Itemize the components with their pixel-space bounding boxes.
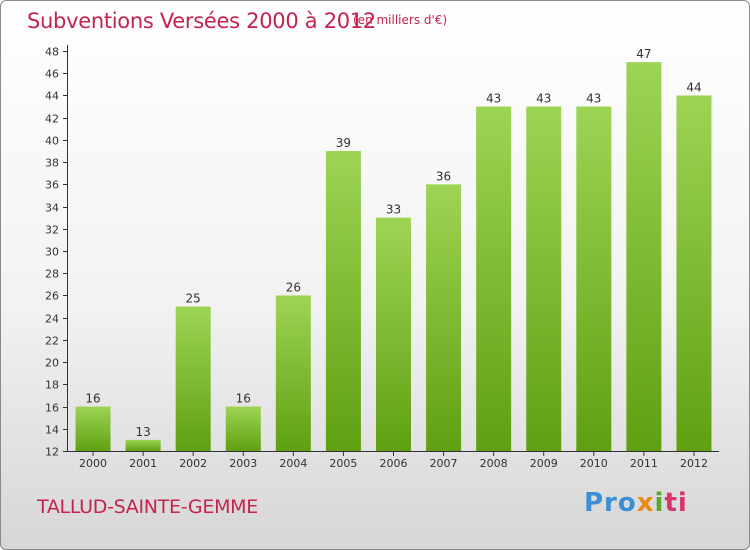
logo-part-1: Pro (584, 488, 637, 518)
data-label-2012: 44 (686, 80, 701, 94)
bar-2004 (275, 295, 311, 451)
x-tick-label-2008: 2008 (480, 457, 508, 470)
y-tick-label: 42 (45, 113, 59, 126)
bar-2005 (325, 151, 361, 451)
y-tick-label: 14 (45, 424, 59, 437)
proxiti-logo[interactable]: Proxiti (584, 488, 688, 518)
y-tick-label: 38 (45, 157, 59, 170)
x-tick-label-2003: 2003 (229, 457, 257, 470)
data-label-2008: 43 (486, 92, 501, 106)
commune-name: TALLUD-SAINTE-GEMME (37, 496, 258, 518)
data-label-2009: 43 (536, 92, 551, 106)
data-label-2002: 25 (186, 292, 201, 306)
bar-2012 (676, 95, 712, 451)
y-tick-label: 20 (45, 357, 59, 370)
bar-2008 (476, 106, 512, 452)
data-label-2005: 39 (336, 136, 351, 150)
bar-2006 (376, 217, 411, 451)
y-tick-label: 46 (45, 68, 59, 81)
y-tick-label: 44 (45, 90, 59, 103)
x-tick-label-2000: 2000 (79, 457, 107, 470)
y-tick-label: 12 (45, 446, 59, 459)
bar-2009 (526, 106, 562, 452)
data-label-2007: 36 (436, 169, 451, 183)
x-tick-label-2005: 2005 (329, 457, 357, 470)
bar-2000 (75, 406, 111, 451)
x-axis: 2000 2001 2002 2003 2004 2005 2006 2007 2008 2009… (67, 451, 719, 470)
data-label-2003: 16 (236, 392, 251, 406)
x-tick-label-2006: 2006 (380, 457, 408, 470)
bar-2010 (576, 106, 612, 452)
x-tick-label-2002: 2002 (179, 457, 207, 470)
chart-subtitle: (en milliers d'€) (353, 13, 448, 27)
y-tick-label: 26 (45, 290, 59, 303)
data-label-2000: 16 (85, 392, 100, 406)
bar-2011 (626, 62, 662, 451)
data-label-2004: 26 (286, 280, 301, 294)
data-label-2006: 33 (386, 203, 401, 217)
x-tick-label-2001: 2001 (129, 457, 157, 470)
x-tick-label-2010: 2010 (580, 457, 608, 470)
bar-2003 (225, 406, 261, 451)
y-tick-label: 28 (45, 268, 59, 281)
bar-2002 (175, 306, 211, 451)
x-tick-label-2007: 2007 (430, 457, 458, 470)
logo-part-2: x (636, 488, 655, 518)
bars: 16 13 25 16 26 39 33 36 43 43 43 47 44 (75, 47, 712, 452)
y-axis: 12 14 16 18 20 22 24 26 28 30 32 34 36 38 40 42 44 46 48 (45, 45, 68, 459)
y-tick-label: 16 (45, 402, 59, 415)
y-tick-label: 34 (45, 202, 59, 215)
x-tick-label-2011: 2011 (630, 457, 658, 470)
bar-2007 (426, 184, 462, 452)
y-tick-label: 40 (45, 135, 59, 148)
x-tick-label-2004: 2004 (279, 457, 307, 470)
logo-part-4: ti (664, 488, 688, 518)
y-tick-label: 18 (45, 379, 59, 392)
y-tick-label: 36 (45, 179, 59, 192)
y-tick-label: 32 (45, 224, 59, 237)
y-tick-label: 48 (45, 46, 59, 59)
x-tick-label-2009: 2009 (530, 457, 558, 470)
y-tick-label: 30 (45, 246, 59, 259)
data-label-2010: 43 (586, 92, 601, 106)
chart-title: Subventions Versées 2000 à 2012 (27, 9, 376, 33)
y-tick-label: 22 (45, 335, 59, 348)
data-label-2011: 47 (636, 47, 651, 61)
x-tick-label-2012: 2012 (680, 457, 708, 470)
logo-part-3: i (654, 488, 665, 518)
bar-2001 (125, 439, 161, 451)
data-label-2001: 13 (135, 425, 150, 439)
y-tick-label: 24 (45, 313, 59, 326)
